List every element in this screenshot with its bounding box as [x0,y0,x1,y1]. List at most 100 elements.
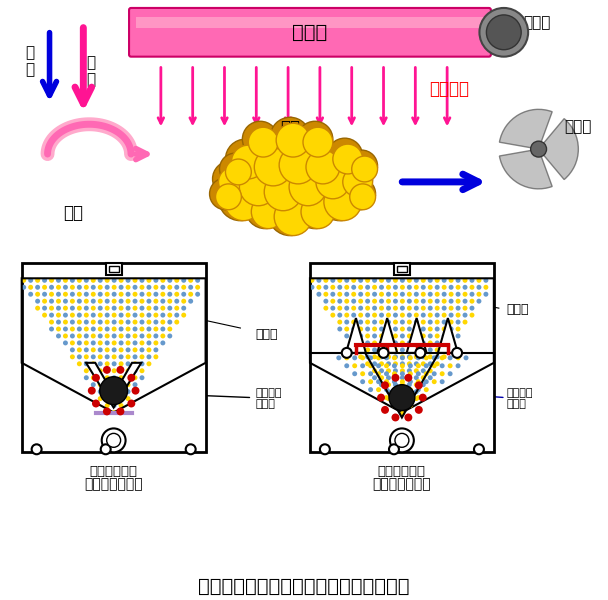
Circle shape [351,156,378,182]
Circle shape [381,382,389,389]
Circle shape [379,299,384,304]
Circle shape [393,361,398,366]
Circle shape [301,195,335,229]
Circle shape [70,347,75,352]
Circle shape [455,285,460,290]
Circle shape [327,138,362,174]
Circle shape [56,292,61,297]
Circle shape [105,396,109,401]
Circle shape [386,320,391,325]
Circle shape [435,334,440,338]
Circle shape [400,410,405,415]
Circle shape [428,347,433,352]
Circle shape [35,278,40,283]
Circle shape [435,326,440,331]
Circle shape [63,299,68,304]
Circle shape [161,285,165,290]
Circle shape [337,326,342,331]
Circle shape [421,292,426,297]
Text: 熱風路内設置型: 熱風路内設置型 [84,477,142,491]
Circle shape [105,355,109,359]
Circle shape [21,278,26,283]
Circle shape [352,355,357,361]
Circle shape [469,292,474,297]
Circle shape [161,313,165,317]
Circle shape [400,340,405,346]
Circle shape [372,347,377,352]
Circle shape [35,299,40,304]
Circle shape [77,340,82,346]
Circle shape [77,355,82,359]
Circle shape [174,299,179,304]
Circle shape [105,299,109,304]
Circle shape [147,340,151,346]
Circle shape [386,292,391,297]
Circle shape [455,278,460,283]
Circle shape [400,361,405,366]
Circle shape [449,334,454,338]
Circle shape [421,334,426,338]
Circle shape [455,326,460,331]
Circle shape [195,285,200,290]
Text: 穀物: 穀物 [280,119,300,137]
Circle shape [393,299,398,304]
Circle shape [386,299,391,304]
Circle shape [174,320,179,325]
Circle shape [392,364,397,368]
Circle shape [416,379,421,384]
Circle shape [428,278,433,283]
Circle shape [49,285,54,290]
Circle shape [273,140,317,184]
Circle shape [84,292,89,297]
Circle shape [455,364,460,368]
Circle shape [112,375,117,380]
Circle shape [414,340,419,346]
Circle shape [392,387,397,392]
Circle shape [358,285,363,290]
Circle shape [153,320,158,325]
Circle shape [414,368,419,373]
Circle shape [88,386,95,395]
Circle shape [449,292,454,297]
Circle shape [161,334,165,338]
Circle shape [112,347,117,352]
Circle shape [337,305,342,311]
Circle shape [400,278,405,283]
Circle shape [161,340,165,346]
Circle shape [424,355,429,361]
Circle shape [112,361,117,366]
Text: 下部スクリュ: 下部スクリュ [89,465,137,478]
Circle shape [400,403,405,408]
Circle shape [416,371,421,376]
Circle shape [126,278,131,283]
Text: 遠赤外線: 遠赤外線 [429,80,469,98]
Circle shape [147,299,151,304]
Circle shape [42,313,47,317]
Circle shape [167,292,172,297]
Bar [310,263,494,452]
Circle shape [153,278,158,283]
Circle shape [392,379,397,384]
Circle shape [414,305,419,311]
Circle shape [133,382,137,387]
Circle shape [424,371,429,376]
Circle shape [441,278,447,283]
Text: 熱風: 熱風 [63,204,83,222]
Circle shape [344,292,349,297]
Circle shape [195,278,200,283]
Circle shape [139,347,145,352]
Circle shape [320,445,330,454]
Text: バーナ: バーナ [523,15,551,30]
Circle shape [416,364,421,368]
Circle shape [407,347,412,352]
Circle shape [407,305,412,311]
Circle shape [105,375,109,380]
Circle shape [351,292,356,297]
Circle shape [316,278,322,283]
Circle shape [428,313,433,317]
Circle shape [358,334,363,338]
Circle shape [98,355,103,359]
Circle shape [337,320,342,325]
Circle shape [407,396,412,401]
Circle shape [63,334,68,338]
